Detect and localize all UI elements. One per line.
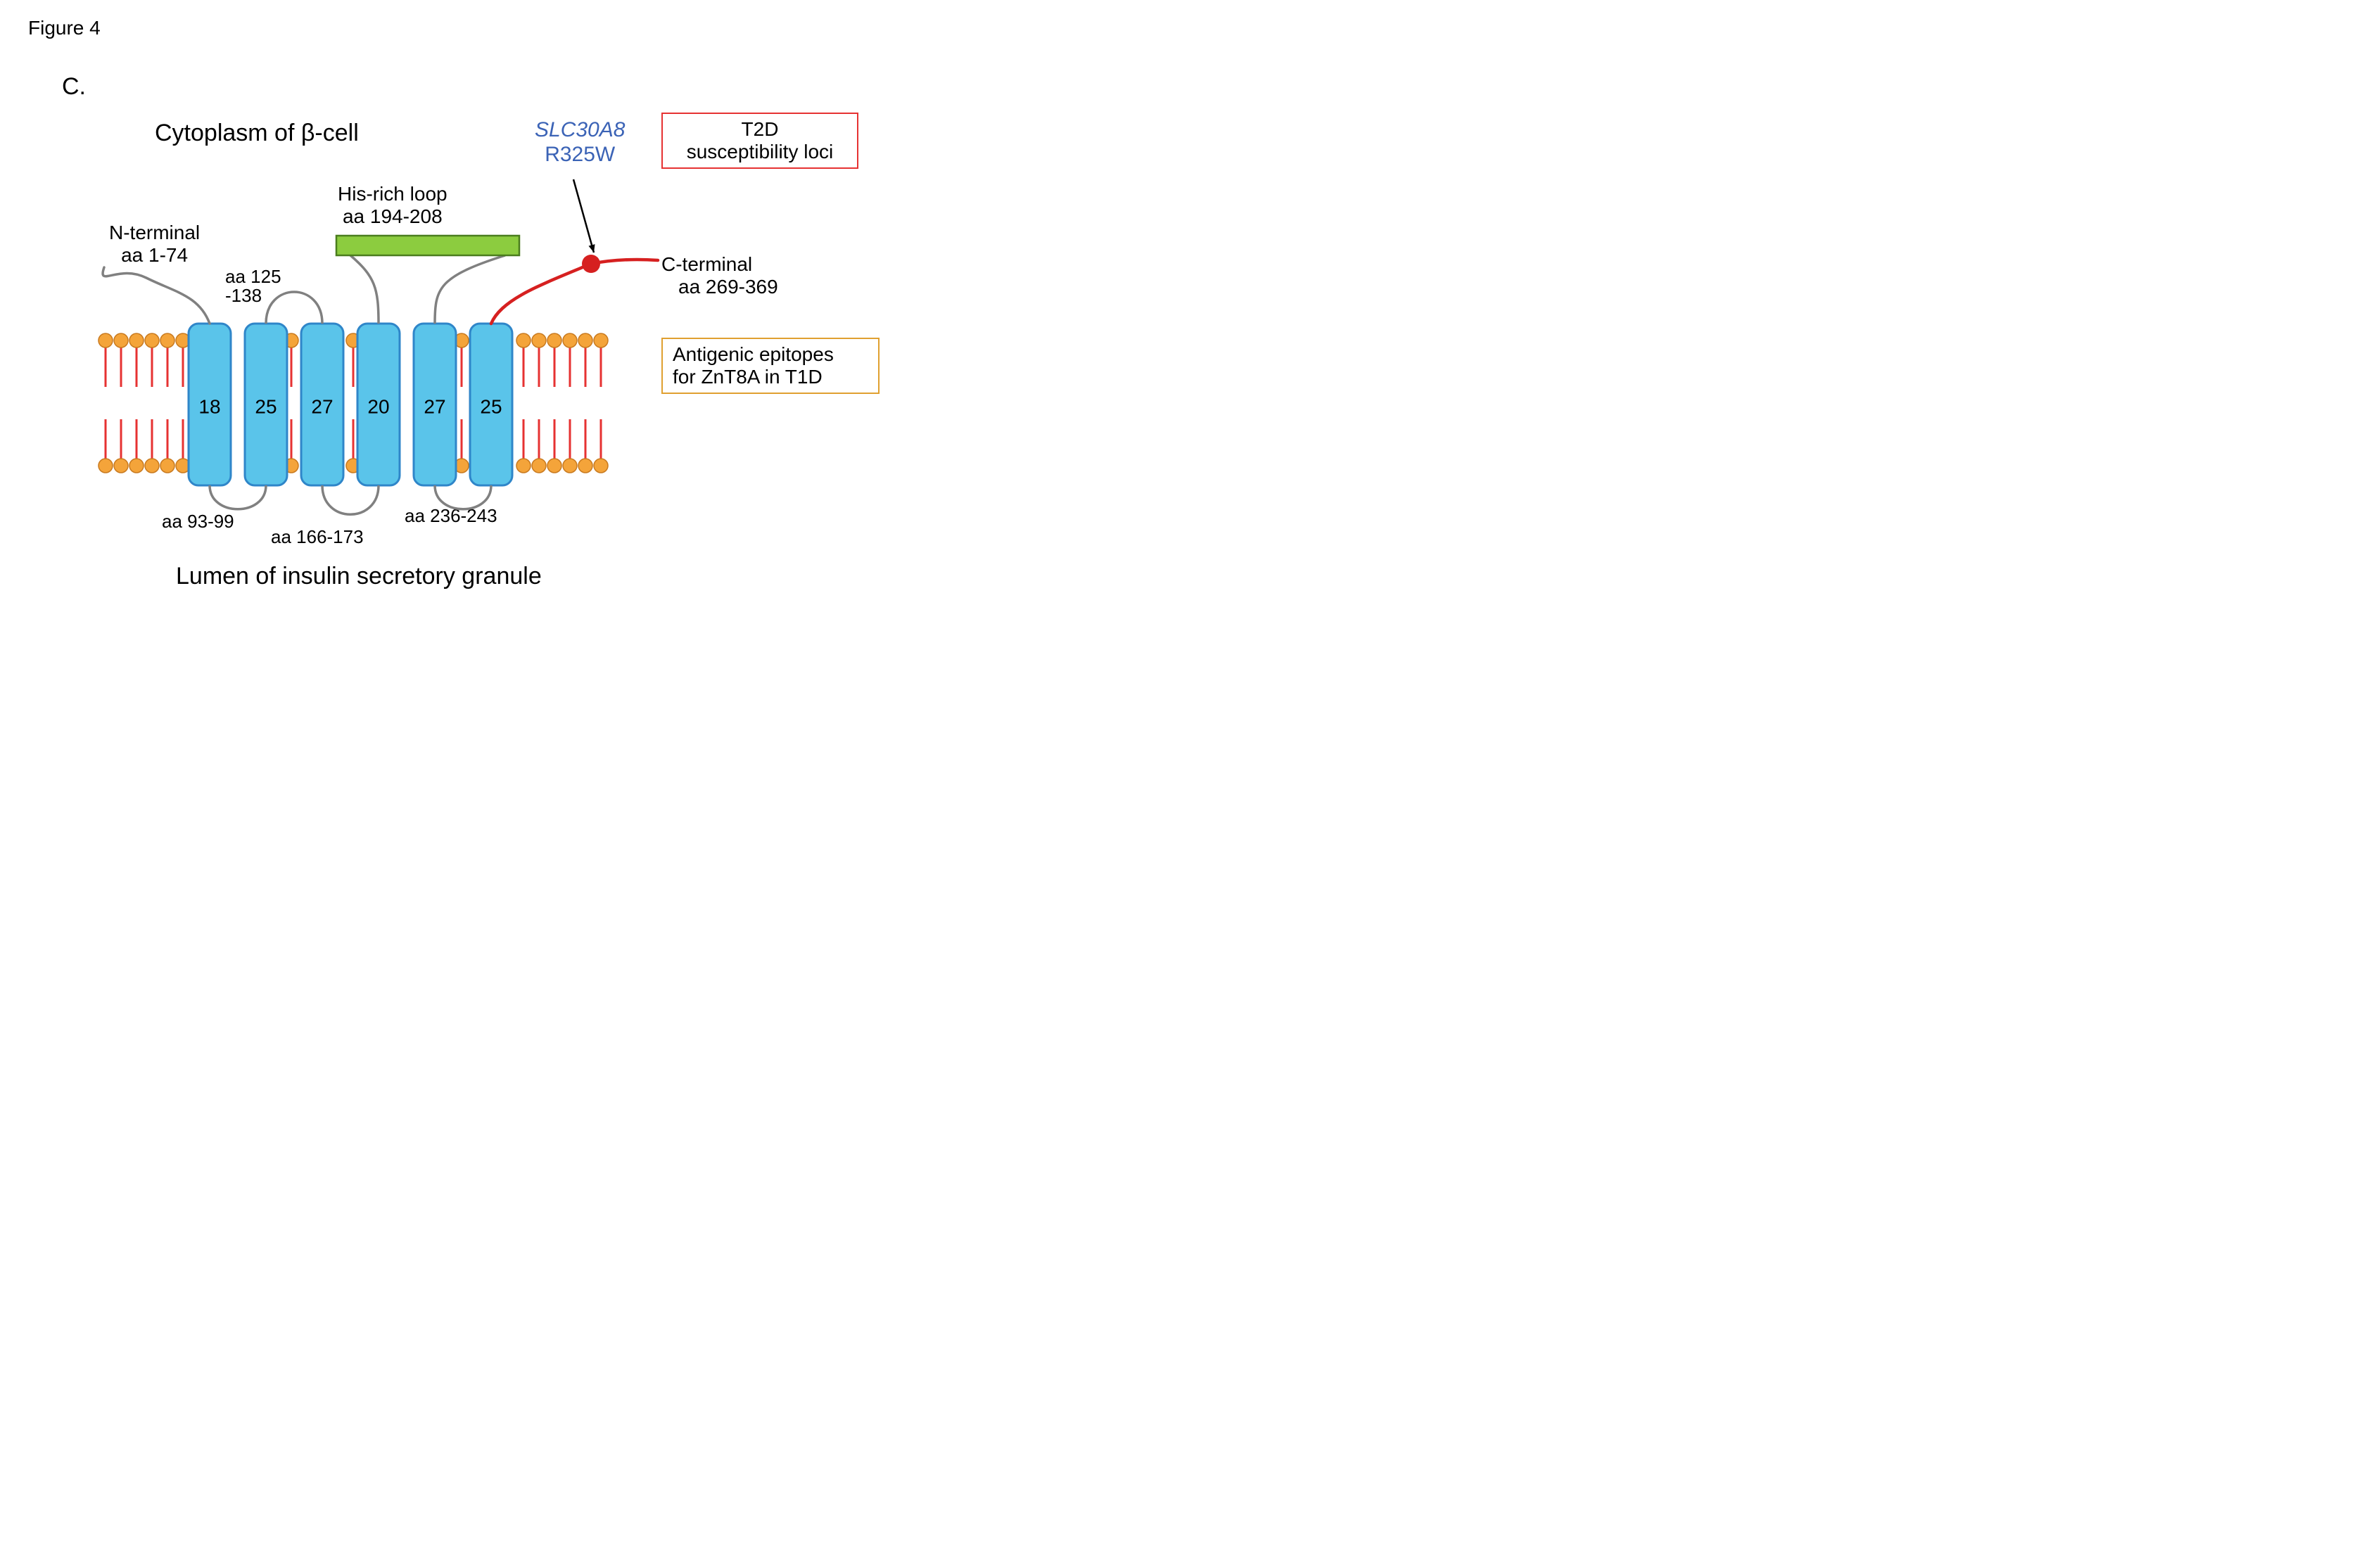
svg-text:18: 18 (198, 395, 220, 417)
membrane-diagram: 18 25 27 20 27 25 (0, 0, 943, 623)
svg-text:25: 25 (480, 395, 502, 417)
svg-text:27: 27 (424, 395, 445, 417)
svg-text:20: 20 (367, 395, 389, 417)
svg-text:27: 27 (311, 395, 333, 417)
svg-text:25: 25 (255, 395, 277, 417)
figure-page: Figure 4 C. Cytoplasm of β-cell Lumen of… (0, 0, 943, 623)
